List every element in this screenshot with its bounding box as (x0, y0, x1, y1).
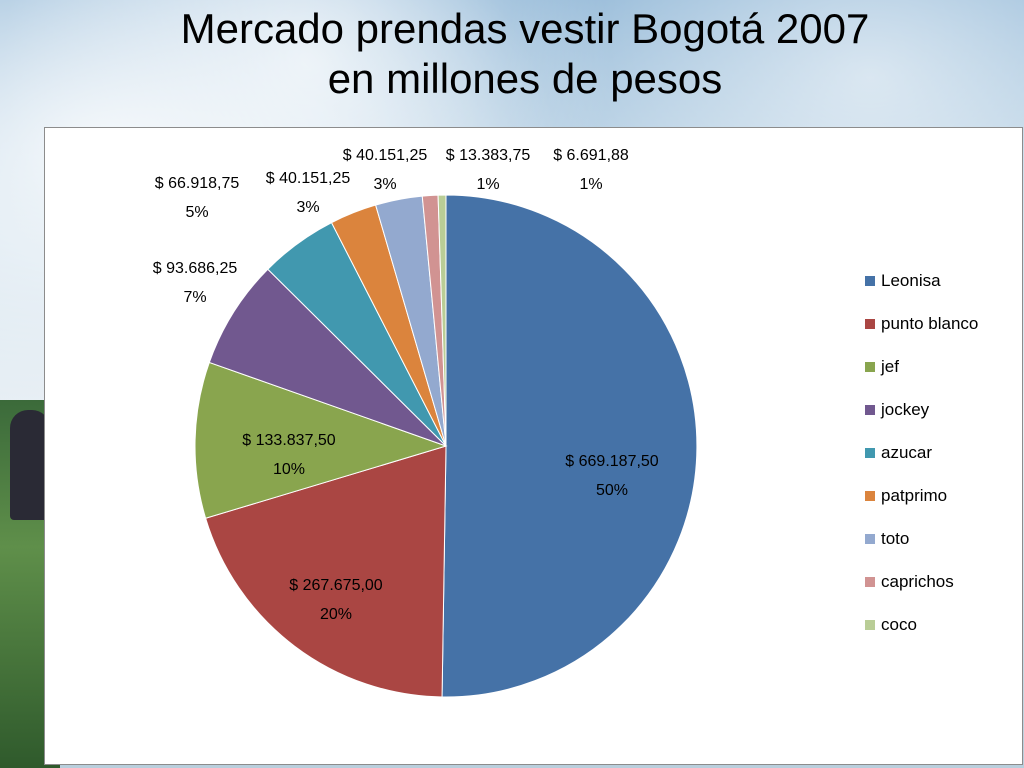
pie-slice-coco (437, 194, 447, 447)
legend-swatch (865, 447, 875, 458)
legend-label: coco (881, 614, 917, 634)
chart-legend: Leonisa punto blanco jef jockey azucar patpri… (865, 259, 1015, 646)
slide-title-line1: Mercado prendas vestir Bogotá 2007 (180, 5, 870, 52)
legend-item-coco: coco (865, 603, 1015, 646)
legend-item-patprimo: patprimo (865, 474, 1015, 517)
data-label-value-4: $ 66.918,75 (155, 175, 240, 192)
pie-slice-punto-blanco (205, 445, 447, 698)
legend-swatch (865, 533, 875, 544)
data-label-value-7: $ 13.383,75 (446, 147, 531, 164)
legend-item-toto: toto (865, 517, 1015, 560)
data-label-percent-1: 20% (320, 606, 352, 623)
data-label-percent-4: 5% (185, 204, 208, 221)
legend-swatch (865, 318, 875, 329)
legend-label: patprimo (881, 485, 948, 505)
legend-label: Leonisa (881, 270, 941, 290)
data-label-value-6: $ 40.151,25 (343, 147, 428, 164)
data-label-percent-0: 50% (596, 482, 628, 499)
data-label-value-8: $ 6.691,88 (553, 147, 629, 164)
legend-item-caprichos: caprichos (865, 560, 1015, 603)
data-label-value-3: $ 93.686,25 (153, 260, 238, 277)
legend-swatch (865, 576, 875, 587)
legend-label: azucar (881, 442, 933, 462)
legend-item-jef: jef (865, 345, 1015, 388)
data-label-value-0: $ 669.187,50 (565, 453, 659, 470)
pie-slice-leonisa (441, 194, 698, 698)
legend-label: punto blanco (881, 313, 979, 333)
legend-swatch (865, 490, 875, 501)
pie-slice-jockey (208, 268, 447, 447)
legend-item-azucar: azucar (865, 431, 1015, 474)
data-label-value-2: $ 133.837,50 (242, 432, 336, 449)
legend-item-punto-blanco: punto blanco (865, 302, 1015, 345)
legend-label: toto (881, 528, 910, 548)
legend-swatch (865, 619, 875, 630)
legend-label: caprichos (881, 571, 954, 591)
data-label-percent-2: 10% (273, 461, 305, 478)
legend-swatch (865, 361, 875, 372)
data-label-percent-8: 1% (579, 176, 602, 193)
pie-chart: $ 669.187,50 50% $ 267.675,00 20% $ 133.837,… (153, 147, 698, 698)
legend-swatch (865, 404, 875, 415)
legend-label: jef (881, 356, 899, 376)
slide-title: Mercado prendas vestir Bogotá 2007 en mi… (0, 4, 1024, 104)
background-figure (10, 410, 50, 520)
data-label-value-5: $ 40.151,25 (266, 170, 351, 187)
slide-title-line2: en millones de pesos (327, 55, 723, 102)
data-label-value-1: $ 267.675,00 (289, 577, 383, 594)
data-label-percent-5: 3% (296, 199, 319, 216)
data-label-percent-6: 3% (373, 176, 396, 193)
chart-area: $ 669.187,50 50% $ 267.675,00 20% $ 133.837,… (44, 127, 1023, 765)
legend-label: jockey (881, 399, 930, 419)
data-label-percent-3: 7% (183, 289, 206, 306)
legend-item-jockey: jockey (865, 388, 1015, 431)
data-label-percent-7: 1% (476, 176, 499, 193)
legend-swatch (865, 275, 875, 286)
pie-slice-jef (194, 361, 448, 519)
legend-item-leonisa: Leonisa (865, 259, 1015, 302)
